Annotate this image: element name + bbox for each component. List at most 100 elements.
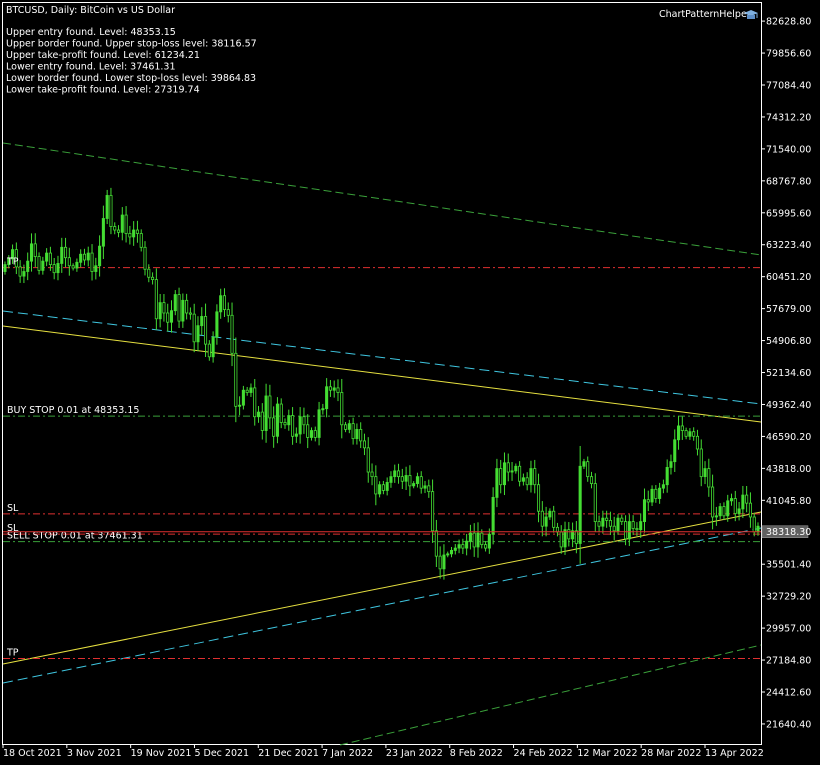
candle-body [506, 462, 510, 473]
header: BTCUSD, Daily: BitCoin vs US Dollar Char… [6, 5, 758, 20]
y-tick-label: 71540.00 [766, 144, 811, 155]
candle-body [514, 465, 518, 472]
info-line: Upper take-profit found. Level: 61234.21 [6, 50, 200, 61]
candle-body [718, 506, 722, 517]
x-axis: 18 Oct 2021 3 Nov 2021 19 Nov 2021 5 Dec 20… [2, 744, 764, 759]
candle-body [67, 257, 71, 267]
upper-green-channel-line [2, 142, 762, 256]
y-tick-label: 68767.80 [766, 176, 811, 187]
info-line: Upper entry found. Level: 48353.15 [6, 27, 176, 38]
info-line: Lower border found. Lower stop-loss leve… [6, 73, 256, 84]
candle-body [234, 352, 238, 407]
candle-body [306, 424, 310, 438]
candle-body [362, 440, 367, 449]
candle-body [11, 249, 15, 260]
candle-body [226, 309, 230, 316]
candle-body [359, 428, 363, 442]
candle-body [495, 468, 499, 498]
candle-body [748, 502, 752, 518]
y-tick-label: 74312.20 [766, 112, 811, 123]
info-line: Lower entry found. Level: 37461.31 [6, 62, 176, 73]
candle-body [241, 389, 245, 406]
candle-body [215, 311, 219, 338]
candle-body [589, 476, 594, 484]
candle-body [366, 447, 370, 473]
candle-body [680, 425, 684, 431]
y-tick-label: 43818.00 [766, 464, 811, 475]
lower-green-channel-line [339, 644, 762, 746]
candle-body [752, 516, 756, 533]
candle-body [465, 540, 469, 549]
candle-body [188, 312, 192, 315]
candle-body [294, 433, 298, 437]
y-tick-label: 24412.60 [766, 687, 811, 698]
candle-body [661, 484, 665, 489]
candle-body [253, 387, 257, 418]
y-tick-label: 57679.00 [766, 304, 811, 315]
candle-body [64, 246, 68, 259]
x-tick-label: 24 Feb 2022 [514, 748, 573, 759]
candle-body [309, 430, 314, 438]
candle-body [472, 532, 476, 548]
y-axis: 82628.80 79856.60 77084.40 74312.20 71540.00… [761, 17, 811, 730]
candle-body [381, 484, 385, 491]
candle-body [453, 547, 457, 551]
candle-body [650, 488, 654, 503]
candle-body [533, 468, 537, 486]
info-line: Lower take-profit found. Level: 27319.74 [6, 85, 200, 96]
candle-body [260, 411, 264, 431]
candle-body [559, 531, 563, 548]
x-tick-label: 18 Oct 2021 [3, 748, 62, 759]
candles [3, 187, 760, 580]
y-tick-label: 63223.40 [766, 240, 811, 251]
candle-body [627, 521, 631, 540]
y-tick-label: 54906.80 [766, 336, 811, 347]
candle-body [548, 510, 552, 518]
x-tick-label: 3 Nov 2021 [67, 748, 122, 759]
candle-body [578, 465, 582, 544]
x-tick-label: 12 Mar 2022 [577, 748, 637, 759]
candle-body [351, 423, 355, 440]
y-tick-label: 35501.40 [766, 560, 811, 571]
candle-body [597, 521, 601, 527]
candle-body [18, 266, 22, 277]
candle-body [173, 294, 177, 312]
candle-body [238, 404, 242, 407]
candle-body [204, 316, 208, 345]
x-tick-label: 5 Dec 2021 [194, 748, 249, 759]
chart-title: BTCUSD, Daily: BitCoin vs US Dollar [6, 5, 175, 16]
buy-stop-label: BUY STOP 0.01 at 48353.15 [7, 405, 139, 416]
candle-body [502, 462, 507, 486]
candle-body [669, 461, 673, 468]
candle-body [256, 411, 261, 418]
candle-body [340, 392, 344, 426]
candle-body [707, 468, 711, 488]
candle-body [677, 425, 681, 441]
candle-body [298, 416, 302, 435]
y-tick-label: 29957.00 [766, 624, 811, 635]
candle-body [434, 530, 438, 557]
candle-body [154, 279, 158, 320]
candle-body [52, 264, 56, 274]
candle-body [71, 265, 75, 269]
sl-lower-label: SL [7, 523, 19, 534]
candle-body [287, 415, 291, 426]
candle-body [196, 325, 200, 343]
candle-body [684, 430, 688, 437]
candle-body [181, 299, 185, 322]
upper-yellow-trend-line [2, 325, 762, 423]
candle-body [98, 245, 102, 267]
candle-body [536, 484, 541, 512]
candle-body [109, 195, 113, 227]
x-tick-label: 7 Jan 2022 [322, 748, 373, 759]
candle-body [135, 229, 139, 234]
candle-body [60, 246, 64, 264]
candle-body [510, 470, 514, 473]
candle-body [105, 195, 109, 219]
candle-body [29, 243, 34, 262]
candle-body [139, 233, 143, 248]
trend-lines [2, 142, 762, 746]
candle-body [389, 476, 393, 483]
x-tick-label: 13 Apr 2022 [705, 748, 764, 759]
